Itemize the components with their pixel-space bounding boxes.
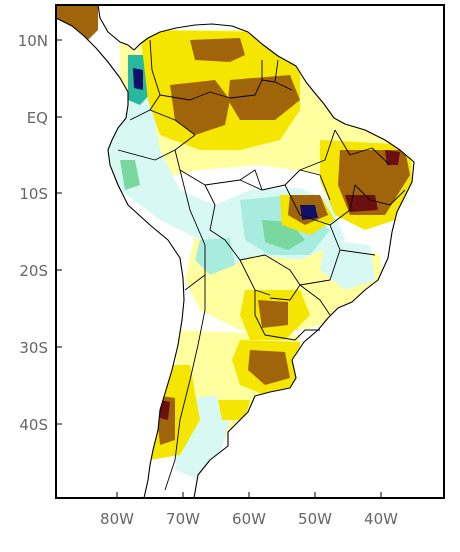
latitude-ticks bbox=[56, 39, 62, 425]
lon-label-60w: 60W bbox=[232, 510, 266, 528]
country-borders bbox=[117, 39, 406, 491]
lat-label-20s: 20S bbox=[19, 262, 48, 280]
lat-label-30s: 30S bbox=[19, 339, 48, 357]
lon-label-50w: 50W bbox=[298, 510, 332, 528]
lat-label-10s: 10S bbox=[19, 185, 48, 203]
lon-label-70w: 70W bbox=[166, 510, 200, 528]
dark-blue-region-colombia bbox=[133, 68, 143, 90]
brown-region-venezuela bbox=[190, 38, 245, 62]
brown-region-panama bbox=[56, 5, 98, 40]
coastline bbox=[56, 5, 415, 498]
yellow-region-south-coast bbox=[218, 400, 250, 420]
lon-label-80w: 80W bbox=[100, 510, 134, 528]
longitude-ticks bbox=[116, 492, 382, 498]
brown-region-pampas bbox=[248, 350, 290, 385]
lat-label-eq: EQ bbox=[27, 109, 48, 127]
lat-label-40s: 40S bbox=[19, 416, 48, 434]
lon-label-40w: 40W bbox=[364, 510, 398, 528]
brown-region-paraguay bbox=[258, 300, 288, 328]
map-frame bbox=[55, 4, 445, 499]
lat-label-10n: 10N bbox=[18, 32, 48, 50]
dark-red-region-chile bbox=[160, 400, 170, 420]
brown-region-guiana bbox=[228, 75, 300, 120]
green-region-coast bbox=[120, 160, 140, 190]
dark-red-region-coast bbox=[385, 150, 400, 165]
light-cyan-region-east bbox=[320, 240, 375, 290]
